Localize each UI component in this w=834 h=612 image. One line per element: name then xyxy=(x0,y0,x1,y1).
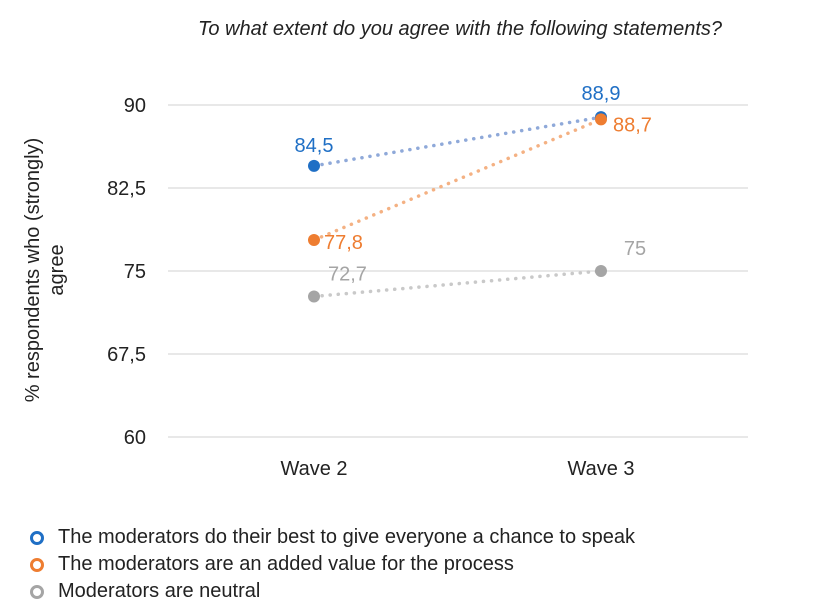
data-label: 75 xyxy=(624,238,646,260)
data-label: 77,8 xyxy=(324,232,363,254)
legend-label: The moderators do their best to give eve… xyxy=(58,526,636,548)
y-tick-label: 82,5 xyxy=(107,178,146,200)
legend-marker-icon xyxy=(30,584,44,599)
data-point xyxy=(308,290,320,303)
data-label: 88,7 xyxy=(613,114,652,136)
y-tick-label: 60 xyxy=(124,427,146,449)
data-label: 72,7 xyxy=(328,263,367,285)
legend-marker-icon xyxy=(30,557,44,572)
legend-item: The moderators do their best to give eve… xyxy=(22,524,635,551)
data-point xyxy=(308,159,320,172)
series-line xyxy=(312,115,603,168)
series-line xyxy=(312,269,603,299)
x-tick-label: Wave 2 xyxy=(280,458,347,480)
x-tick-label: Wave 3 xyxy=(567,458,634,480)
legend-marker-icon xyxy=(30,530,44,545)
y-tick-label: 67,5 xyxy=(107,344,146,366)
data-point xyxy=(308,234,320,247)
legend-item: Moderators are neutral xyxy=(22,578,635,605)
legend: The moderators do their best to give eve… xyxy=(22,524,635,605)
line-chart: 60 67,5 75 82,5 90 Wave 2 Wave 3 84,5 88,9 77,8 88… xyxy=(107,83,748,480)
y-tick-label: 75 xyxy=(124,261,146,283)
data-label: 88,9 xyxy=(582,83,621,105)
data-point xyxy=(595,265,607,277)
series-line xyxy=(312,117,603,242)
legend-item: The moderators are an added value for th… xyxy=(22,551,635,578)
legend-label: Moderators are neutral xyxy=(58,580,261,602)
data-label: 84,5 xyxy=(295,135,334,157)
data-point xyxy=(595,113,607,126)
chart-title: To what extent do you agree with the fol… xyxy=(197,18,723,40)
y-tick-label: 90 xyxy=(124,95,146,117)
legend-label: The moderators are an added value for th… xyxy=(58,553,514,575)
